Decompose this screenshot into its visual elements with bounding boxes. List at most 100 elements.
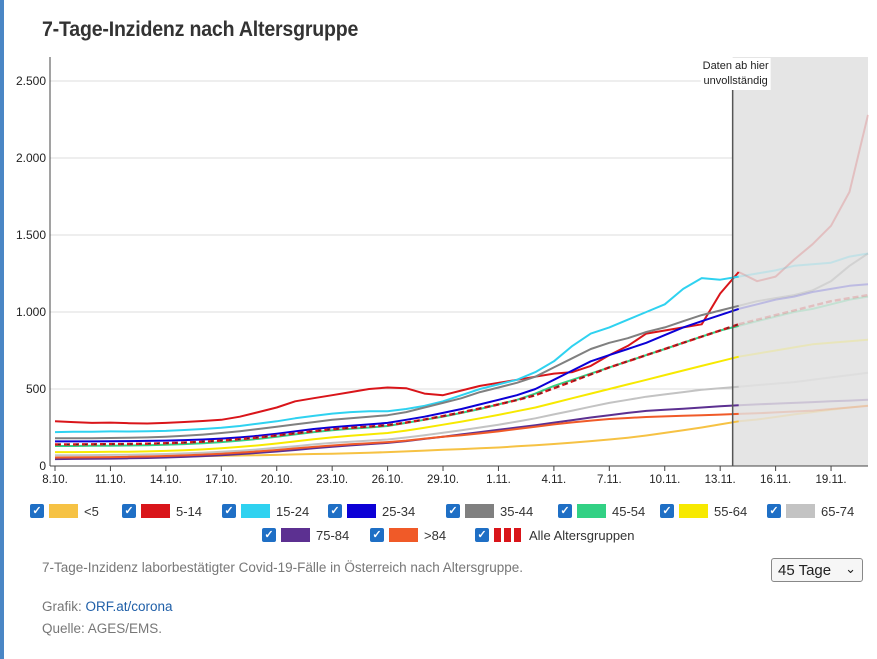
legend-item[interactable]: ✓ <5 <box>30 500 99 522</box>
chart-caption: 7-Tage-Inzidenz laborbestätigter Covid-1… <box>42 560 523 575</box>
legend-item[interactable]: ✓ 75-84 <box>262 524 349 546</box>
x-tick-label: 13.11. <box>705 474 736 486</box>
legend-swatch <box>389 528 418 542</box>
timerange-select[interactable]: 45 Tage ⌄ <box>771 558 863 582</box>
series-line <box>54 271 740 425</box>
legend-label: <5 <box>84 503 99 519</box>
x-tick-label: 11.10. <box>95 474 126 486</box>
y-tick-label: 1.000 <box>16 305 46 319</box>
legend-checkbox[interactable]: ✓ <box>475 528 489 542</box>
incomplete-annotation: unvollständig <box>704 75 768 87</box>
legend-checkbox[interactable]: ✓ <box>222 504 236 518</box>
series-line-incomplete <box>738 283 869 310</box>
y-tick-label: 500 <box>26 382 46 396</box>
series-line-incomplete <box>738 252 869 278</box>
page-accent-bar <box>0 0 4 659</box>
legend-checkbox[interactable]: ✓ <box>660 504 674 518</box>
series-line-incomplete <box>738 371 869 388</box>
legend-label: 25-34 <box>382 503 416 519</box>
legend-label: >84 <box>424 527 447 543</box>
x-tick-label: 23.10. <box>316 474 348 486</box>
legend-checkbox[interactable]: ✓ <box>446 504 460 518</box>
y-tick-label: 0 <box>39 459 46 473</box>
annotation-background <box>700 58 771 90</box>
credit-line: Grafik: ORF.at/corona <box>42 599 173 614</box>
series-line-incomplete <box>738 404 869 415</box>
incomplete-region <box>732 57 868 466</box>
series-line <box>55 307 740 443</box>
series-line <box>54 412 739 459</box>
legend-item[interactable]: ✓ 5-14 <box>122 500 202 522</box>
legend-checkbox[interactable]: ✓ <box>558 504 572 518</box>
legend-swatch <box>49 504 78 518</box>
legend-item[interactable]: ✓ 35-44 <box>446 500 533 522</box>
legend-label: 35-44 <box>500 503 534 519</box>
legend-swatch <box>577 504 606 518</box>
legend-label: 65-74 <box>821 503 855 519</box>
x-tick-label: 17.10. <box>205 474 237 486</box>
legend-label: Alle Altersgruppen <box>529 527 635 543</box>
incomplete-annotation: Daten ab hier <box>703 60 769 72</box>
y-tick-label: 2.000 <box>16 151 46 165</box>
legend-checkbox[interactable]: ✓ <box>370 528 384 542</box>
series-line <box>55 355 739 454</box>
series-line <box>55 304 739 440</box>
x-tick-label: 4.11. <box>542 474 567 486</box>
credit-label: Grafik: <box>42 599 82 614</box>
legend-swatch <box>465 504 494 518</box>
legend-item[interactable]: ✓ Alle Altersgruppen <box>475 524 635 546</box>
series-line-overlay <box>55 323 739 445</box>
legend-swatch <box>347 504 376 518</box>
legend-checkbox[interactable]: ✓ <box>328 504 342 518</box>
legend-swatch <box>679 504 708 518</box>
series-line-incomplete <box>738 252 869 307</box>
legend-item[interactable]: ✓ 65-74 <box>767 500 854 522</box>
x-tick-label: 7.11. <box>597 474 622 486</box>
source-line: Quelle: AGES/EMS. <box>42 621 163 636</box>
legend-label: 45-54 <box>612 503 646 519</box>
series-line-incomplete <box>738 404 869 423</box>
timerange-select-value: 45 Tage <box>778 561 832 579</box>
legend-label: 55-64 <box>714 503 748 519</box>
x-tick-label: 1.11. <box>486 474 511 486</box>
series-line <box>54 275 739 434</box>
chart-title: 7-Tage-Inzidenz nach Altersgruppe <box>42 18 359 41</box>
y-tick-label: 2.500 <box>16 74 46 88</box>
series-line-incomplete <box>738 114 869 283</box>
x-tick-label: 29.10. <box>427 474 459 486</box>
y-tick-label: 1.500 <box>16 228 46 242</box>
series-line-incomplete <box>738 338 869 358</box>
legend-swatch <box>494 528 523 542</box>
legend-label: 5-14 <box>176 503 203 519</box>
legend-swatch <box>281 528 310 542</box>
legend-item[interactable]: ✓ 55-64 <box>660 500 747 522</box>
x-tick-label: 16.11. <box>760 474 791 486</box>
x-tick-label: 10.11. <box>649 474 680 486</box>
legend-checkbox[interactable]: ✓ <box>767 504 781 518</box>
x-tick-label: 8.10. <box>42 474 68 486</box>
chevron-down-icon: ⌄ <box>845 561 856 576</box>
x-tick-label: 26.10. <box>372 474 404 486</box>
legend-label: 15-24 <box>276 503 310 519</box>
legend-item[interactable]: ✓ 15-24 <box>222 500 309 522</box>
legend-item[interactable]: ✓ 45-54 <box>558 500 645 522</box>
legend-checkbox[interactable]: ✓ <box>122 504 136 518</box>
credit-link[interactable]: ORF.at/corona <box>85 599 173 614</box>
legend-checkbox[interactable]: ✓ <box>262 528 276 542</box>
legend-label: 75-84 <box>316 527 350 543</box>
series-line-incomplete <box>738 398 869 407</box>
x-tick-label: 19.11. <box>815 474 846 486</box>
legend-checkbox[interactable]: ✓ <box>30 504 44 518</box>
x-tick-label: 20.10. <box>261 474 293 486</box>
legend-swatch <box>786 504 815 518</box>
series-line <box>55 323 740 446</box>
legend-item[interactable]: ✓ >84 <box>370 524 446 546</box>
legend-item[interactable]: ✓ 25-34 <box>328 500 415 522</box>
legend-swatch <box>141 504 170 518</box>
series-line <box>55 385 739 457</box>
legend-swatch <box>241 504 270 518</box>
series-line-incomplete <box>738 295 869 327</box>
line-chart: 0 500 1.000 1.500 2.000 2.500 8.10. 11.10. 14.10… <box>16 57 869 486</box>
series-line <box>55 324 739 447</box>
x-tick-label: 14.10. <box>150 474 182 486</box>
